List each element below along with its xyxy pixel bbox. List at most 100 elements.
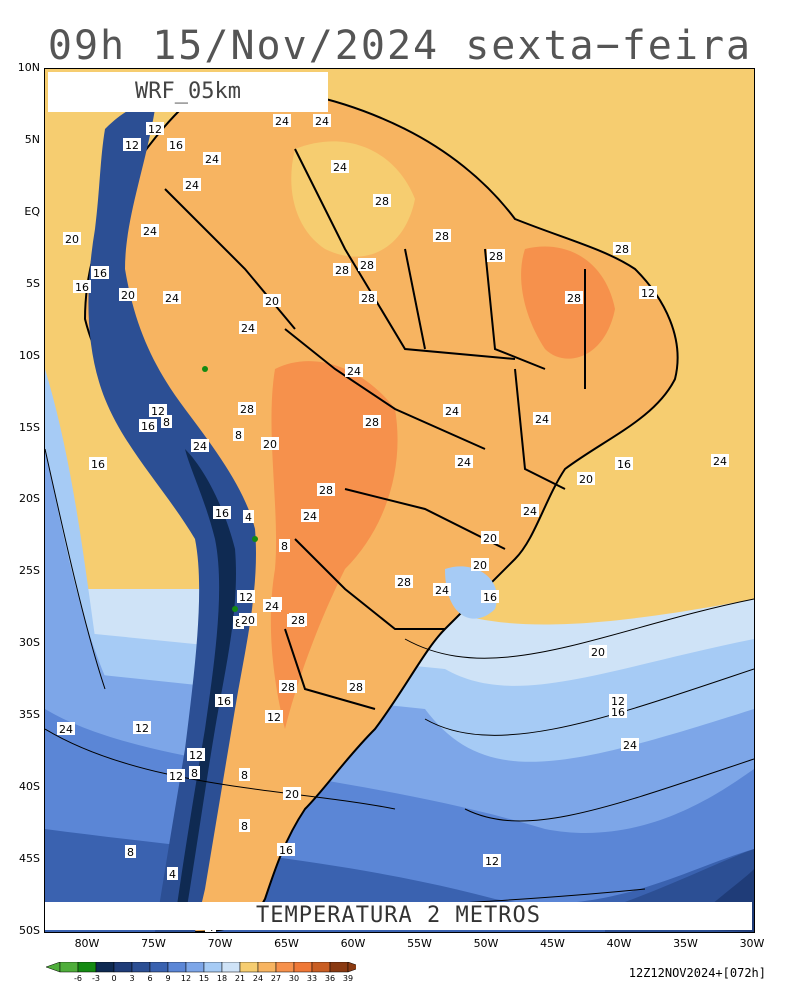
warm-core-1: [270, 361, 398, 729]
contour-label: 28: [289, 613, 307, 627]
contour-label-text: 8: [235, 429, 242, 442]
lat-label: 10N: [17, 61, 40, 74]
contour-label-text: 28: [435, 230, 449, 243]
contour-label-text: 20: [285, 788, 299, 801]
contour-label: 28: [613, 242, 631, 256]
contour-label-text: 4: [245, 511, 252, 524]
contour-label-text: 28: [281, 681, 295, 694]
contour-label-text: 20: [65, 233, 79, 246]
contour-label: 20: [283, 787, 301, 801]
contour-label: 28: [565, 291, 583, 305]
contour-label: 8: [161, 415, 172, 429]
contour-label: 24: [141, 224, 159, 238]
contour-label-text: 8: [127, 846, 134, 859]
contour-label-text: 20: [591, 646, 605, 659]
contour-label: 8: [233, 428, 244, 442]
colorbar-label: 12: [180, 974, 192, 983]
contour-label-text: 16: [75, 281, 89, 294]
andes-peak-2: [232, 606, 238, 612]
contour-label-text: 24: [143, 225, 157, 238]
isotherm-12-w: [45, 728, 396, 810]
contour-label-text: 24: [523, 505, 537, 518]
contour-label: 8: [189, 766, 200, 780]
contour-label-text: 24: [205, 153, 219, 166]
lon-label: 45W: [540, 937, 565, 950]
lat-label: 15S: [19, 420, 40, 434]
contour-label-text: 12: [125, 139, 139, 152]
colorbar-swatch: [311, 962, 331, 973]
model-label: WRF_05km: [135, 79, 241, 104]
contour-label: 8: [239, 819, 250, 833]
contour-label-text: 28: [360, 259, 374, 272]
lat-label: 50S: [19, 923, 40, 937]
colorbar-label: 36: [324, 974, 336, 983]
contour-label: 24: [239, 321, 257, 335]
lon-label: 30W: [739, 937, 765, 950]
contour-label-text: 16: [217, 695, 231, 708]
variable-label: TEMPERATURA 2 METROS: [256, 903, 541, 928]
contour-label-text: 12: [151, 405, 165, 418]
contour-label: 8: [279, 539, 290, 553]
contour-label: 28: [279, 680, 297, 694]
colorbar-swatch: [95, 962, 115, 973]
pacific-band-15: [45, 449, 145, 769]
isotherm-16-w: [45, 448, 106, 690]
colorbar-label: 30: [288, 974, 300, 983]
contour-label-text: 28: [365, 416, 379, 429]
contour-label-text: 16: [141, 420, 155, 433]
contour-label-text: 24: [445, 405, 459, 418]
contour-label: 24: [331, 160, 349, 174]
lat-label: 35S: [19, 708, 40, 722]
contour-label-text: 28: [567, 292, 581, 305]
contour-label: 20: [261, 437, 279, 451]
contour-label-text: 24: [303, 510, 317, 523]
lon-label: 60W: [340, 937, 366, 950]
contour-label: 28: [359, 291, 377, 305]
contour-label: 28: [347, 680, 365, 694]
colorbar-swatch: [167, 962, 187, 973]
contour-label: 12: [167, 769, 185, 783]
contour-label-text: 20: [579, 473, 593, 486]
border-3: [284, 328, 486, 450]
contour-label-text: 8: [163, 416, 170, 429]
contour-label: 24: [263, 599, 281, 613]
contour-label: 16: [89, 457, 107, 471]
colorbar-swatch: [131, 962, 151, 973]
contour-label: 24: [621, 738, 639, 752]
map-area: 12 24 12 16 24 20 24 24 24 28 20 24 16 16 20 24 28 28 28 28…: [44, 68, 755, 933]
contour-label-text: 24: [347, 365, 361, 378]
border-8: [514, 368, 566, 490]
contour-label: 28: [333, 263, 351, 277]
contour-label: 16: [73, 280, 91, 294]
contour-label-text: 24: [59, 723, 73, 736]
contour-label: 16: [609, 705, 627, 719]
contour-label-text: 12: [189, 749, 203, 762]
contour-label: 28: [433, 229, 451, 243]
contour-label: 20: [263, 294, 281, 308]
contour-label: 20: [577, 472, 595, 486]
contour-label: 24: [455, 455, 473, 469]
contour-label: 24: [273, 114, 291, 128]
contour-label: 8: [233, 616, 244, 630]
contour-label-text: 24: [185, 179, 199, 192]
contour-label: 28: [358, 258, 376, 272]
colorbar-label: -3: [92, 974, 100, 983]
contour-label: 16: [615, 457, 633, 471]
contour-label: 24: [433, 583, 451, 597]
contour-label: 24: [191, 439, 209, 453]
contour-label: 16: [213, 506, 231, 520]
contour-label: 28: [238, 402, 256, 416]
contour-label: 16: [91, 266, 109, 280]
colorbar-arrow-left: [46, 962, 61, 973]
colorbar-label: 3: [129, 974, 135, 983]
lat-label: 20S: [19, 492, 40, 506]
run-info: 12Z12NOV2024+[072h]: [628, 966, 766, 980]
contour-label: 28: [395, 575, 413, 589]
isotherm-20: [404, 598, 754, 659]
lat-label: 10S: [19, 348, 40, 362]
border-2: [404, 248, 426, 350]
lon-label: 70W: [207, 937, 233, 950]
contour-label-text: 16: [611, 706, 625, 719]
colorbar-label: 0: [111, 974, 117, 983]
contour-label: 24: [443, 404, 461, 418]
